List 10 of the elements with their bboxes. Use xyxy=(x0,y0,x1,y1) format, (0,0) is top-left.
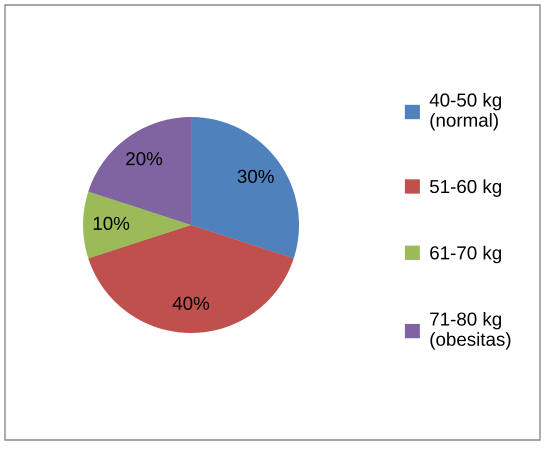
data-label: 10% xyxy=(94,216,130,230)
pie-slice xyxy=(83,192,192,258)
data-label: 40% xyxy=(172,296,210,310)
legend-label: 40-50 kg (normal) xyxy=(430,92,502,131)
pie-slice xyxy=(191,116,300,258)
legend-label: 51-60 kg xyxy=(430,179,502,197)
data-label: 30% xyxy=(238,170,274,184)
data-label: 20% xyxy=(126,152,162,166)
legend-label: 61-70 kg xyxy=(430,246,502,264)
legend-label: 71-80 kg (obesitas) xyxy=(430,312,510,350)
